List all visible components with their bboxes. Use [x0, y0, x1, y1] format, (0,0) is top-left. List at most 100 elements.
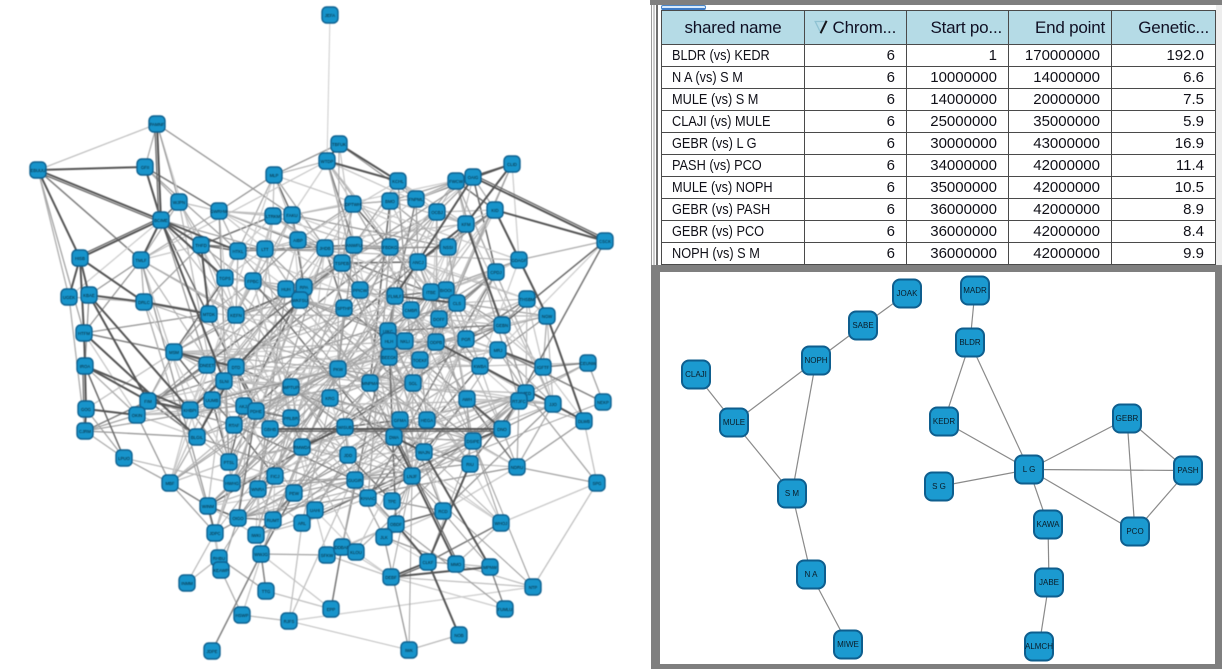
svg-text:HLH: HLH: [385, 339, 394, 344]
svg-text:HWHG: HWHG: [225, 481, 239, 486]
svg-text:PTSL: PTSL: [224, 460, 235, 465]
svg-text:CPDJ: CPDJ: [490, 270, 501, 275]
svg-text:TBFUK: TBFUK: [332, 142, 346, 147]
svg-text:ALMCH: ALMCH: [1025, 642, 1053, 651]
svg-text:DSIPE: DSIPE: [467, 439, 480, 444]
svg-text:GOG: GOG: [81, 407, 92, 412]
svg-text:BIOOI: BIOOI: [440, 288, 452, 293]
svg-text:RHBU: RHBU: [213, 556, 225, 561]
svg-text:NGW: NGW: [542, 314, 553, 319]
svg-text:JOAK: JOAK: [897, 289, 919, 298]
svg-text:PPICW: PPICW: [353, 288, 368, 293]
svg-text:WINM: WINM: [202, 504, 214, 509]
svg-text:JLK: JLK: [380, 535, 388, 540]
svg-text:MULE: MULE: [723, 418, 745, 427]
svg-text:MMO: MMO: [451, 562, 462, 567]
svg-text:LTRKM: LTRKM: [266, 214, 281, 219]
svg-text:OAIG: OAIG: [468, 175, 479, 180]
svg-text:MBF: MBF: [165, 481, 174, 486]
svg-text:TOEKF: TOEKF: [413, 358, 428, 363]
svg-text:BEEGK: BEEGK: [382, 355, 397, 360]
svg-text:EBUUU: EBUUU: [30, 168, 45, 173]
svg-text:FLMLF: FLMLF: [388, 294, 402, 299]
svg-text:FNPML: FNPML: [409, 197, 424, 202]
svg-text:DOFF: DOFF: [433, 317, 445, 322]
svg-text:CMBR: CMBR: [405, 308, 418, 313]
svg-text:PASH: PASH: [1177, 466, 1198, 475]
svg-text:BCIME: BCIME: [154, 218, 168, 223]
svg-text:KHBPI: KHBPI: [184, 408, 197, 413]
svg-text:HSWP: HSWP: [236, 613, 249, 618]
svg-text:IWK: IWK: [405, 648, 413, 653]
svg-text:OBDF: OBDF: [390, 522, 402, 527]
svg-text:CLAJI: CLAJI: [685, 370, 707, 379]
svg-text:MRJ: MRJ: [494, 348, 503, 353]
svg-text:IROA: IROA: [80, 364, 91, 369]
svg-text:TTG: TTG: [262, 589, 271, 594]
svg-text:N A: N A: [805, 570, 819, 579]
svg-text:UAHI: UAHI: [310, 508, 320, 513]
svg-text:RIU: RIU: [466, 462, 473, 467]
svg-text:OIGO: OIGO: [232, 516, 244, 521]
svg-text:RUMT: RUMT: [267, 518, 280, 523]
svg-text:S G: S G: [932, 482, 946, 491]
svg-text:IGFTF: IGFTF: [537, 365, 550, 370]
svg-text:KAWA: KAWA: [1037, 520, 1061, 529]
svg-text:TSPEB: TSPEB: [335, 261, 349, 266]
svg-text:RTJFC: RTJFC: [512, 399, 526, 404]
svg-text:MNPMA: MNPMA: [362, 381, 378, 386]
svg-text:DRLC: DRLC: [138, 300, 150, 305]
svg-text:CEUNW: CEUNW: [580, 361, 597, 366]
svg-text:GDAGF: GDAGF: [511, 258, 527, 263]
svg-text:DTD: DTD: [232, 365, 241, 370]
svg-text:KEAWP: KEAWP: [213, 568, 228, 573]
svg-text:KID: KID: [491, 208, 498, 213]
svg-text:KHAAC: KHAAC: [361, 496, 376, 501]
svg-text:NTP: NTP: [529, 585, 538, 590]
svg-text:JDD: JDD: [344, 453, 352, 458]
svg-text:KWBA: KWBA: [474, 364, 487, 369]
svg-text:DEBF: DEBF: [385, 575, 397, 580]
svg-text:KBAE: KBAE: [83, 293, 95, 298]
svg-text:GUGIR: GUGIR: [348, 478, 362, 483]
svg-text:PGR: PGR: [461, 337, 470, 342]
svg-text:WTDP: WTDP: [321, 159, 334, 164]
svg-text:FBDKG: FBDKG: [383, 245, 398, 250]
svg-text:WAJN: WAJN: [418, 450, 430, 455]
svg-text:RPA: RPA: [300, 285, 309, 290]
svg-text:NSSI: NSSI: [443, 245, 453, 250]
svg-text:UIKC: UIKC: [383, 329, 393, 334]
svg-text:WHOJ: WHOJ: [495, 521, 508, 526]
svg-text:FICJ: FICJ: [270, 474, 279, 479]
svg-text:WISUB: WISUB: [338, 425, 352, 430]
svg-text:LPUO: LPUO: [118, 456, 130, 461]
svg-text:CSCK: CSCK: [599, 239, 611, 244]
svg-text:PEW: PEW: [289, 491, 300, 496]
svg-text:BMO: BMO: [385, 199, 395, 204]
svg-text:GFII: GFII: [141, 165, 149, 170]
svg-text:BLDR: BLDR: [959, 338, 981, 347]
svg-text:ANWFU: ANWFU: [346, 243, 362, 248]
svg-text:FIM: FIM: [144, 399, 152, 404]
svg-text:JHDB: JHDB: [319, 246, 330, 251]
svg-text:GEBR: GEBR: [1116, 414, 1139, 423]
svg-text:KFM: KFM: [461, 222, 470, 227]
svg-text:GFMA: GFMA: [394, 418, 407, 423]
svg-text:LJED: LJED: [521, 391, 532, 396]
svg-text:TPE: TPE: [388, 499, 396, 504]
svg-text:PKW: PKW: [333, 367, 344, 372]
svg-text:ODPB: ODPB: [430, 340, 442, 345]
svg-text:SFKW: SFKW: [321, 553, 334, 558]
svg-text:SLNI: SLNI: [219, 379, 229, 384]
svg-text:KRG: KRG: [325, 396, 335, 401]
svg-text:GWRHW: GWRHW: [210, 209, 229, 214]
svg-text:EPP: EPP: [327, 607, 336, 612]
svg-text:JJO: JJO: [549, 402, 557, 407]
svg-text:HTKL: HTKL: [233, 249, 245, 254]
svg-text:WJPN: WJPN: [173, 200, 185, 205]
svg-text:KLOU: KLOU: [350, 550, 362, 555]
svg-text:CLS: CLS: [453, 301, 461, 306]
svg-text:NEKP: NEKP: [597, 400, 609, 405]
svg-text:GEBN: GEBN: [496, 323, 508, 328]
svg-text:WKFSU: WKFSU: [292, 298, 308, 303]
